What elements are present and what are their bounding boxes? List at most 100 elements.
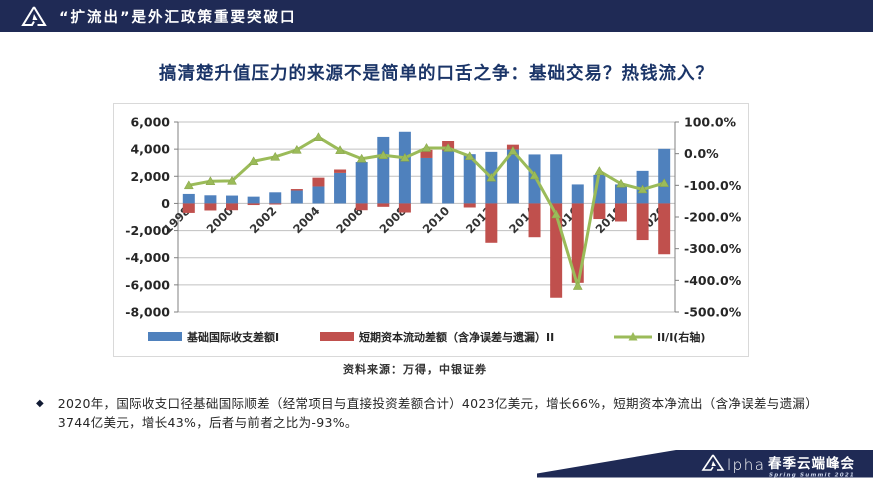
bar-basic-balance [269, 192, 282, 204]
bar-basic-balance [312, 186, 325, 204]
bar-short-term-capital [420, 149, 433, 158]
bar-basic-balance [377, 136, 390, 204]
left-axis-label: -6,000 [125, 277, 170, 292]
ratio-marker [616, 178, 626, 188]
bar-basic-balance [398, 131, 411, 204]
ratio-marker [443, 142, 454, 152]
bar-basic-balance [463, 154, 476, 204]
ratio-marker [486, 172, 497, 182]
balance-of-payments-chart: 6,000 4,000 2,000 0 -2,000 -4,000 -6,000 -8,000… [125, 115, 742, 345]
x-axis-label: 2010 [420, 204, 453, 237]
ratio-marker [378, 150, 389, 159]
ratio-marker [529, 170, 540, 180]
legend-label-ratio: II/I(右轴) [657, 330, 705, 344]
bar-short-term-capital [182, 203, 195, 213]
bar-basic-balance [355, 162, 368, 204]
right-axis-label: -300.0% [684, 241, 742, 256]
bar-basic-balance [247, 196, 260, 204]
ratio-marker [464, 151, 475, 160]
ratio-marker [659, 178, 670, 187]
left-axis-label: -8,000 [125, 305, 170, 320]
ratio-marker [313, 132, 324, 141]
right-axis-label: -200.0% [684, 210, 742, 225]
ribbon-shape [537, 450, 873, 478]
bar-basic-balance [658, 148, 671, 204]
right-axis-label: -400.0% [684, 273, 742, 288]
ratio-marker [183, 180, 194, 190]
bar-basic-balance [442, 150, 455, 204]
ratio-marker [594, 166, 605, 175]
left-axis-label: 4,000 [130, 142, 170, 157]
bullet-diamond-icon: ◆ [36, 398, 44, 409]
bar-basic-balance [506, 149, 519, 204]
bar-basic-balance [420, 157, 433, 204]
bar-short-term-capital [485, 203, 498, 243]
ratio-marker [399, 152, 410, 162]
footer-alpha-logo: lpha [701, 454, 765, 474]
bar-short-term-capital [312, 177, 325, 187]
bar-short-term-capital [290, 189, 303, 191]
right-axis-label: -500.0% [684, 305, 742, 320]
bar-basic-balance [334, 172, 347, 204]
footer-ribbon: lpha 春季云端峰会 Spring Summit 2021 [537, 450, 873, 479]
right-axis-label: 100.0% [684, 115, 737, 130]
left-axis-label: 6,000 [130, 115, 170, 130]
bar-short-term-capital [398, 203, 411, 213]
ratio-marker [335, 145, 345, 154]
alpha-logo-icon [21, 6, 47, 26]
bar-short-term-capital [334, 169, 347, 173]
left-axis-label: 0 [161, 196, 170, 211]
left-axis-label: -4,000 [125, 250, 170, 265]
ratio-marker [508, 145, 518, 155]
bar-short-term-capital [204, 203, 217, 211]
bar-short-term-capital [355, 203, 368, 211]
footer-event-en: Spring Summit 2021 [769, 473, 855, 479]
ratio-marker [421, 142, 432, 152]
bar-short-term-capital [463, 203, 476, 208]
ratio-marker [291, 144, 302, 154]
header-title: “扩流出”是外汇政策重要突破口 [59, 9, 297, 26]
ratio-marker [637, 184, 648, 194]
legend-swatch-short-term [320, 332, 354, 341]
legend-marker-ratio [628, 332, 638, 341]
x-axis-label: 2002 [247, 204, 280, 237]
bar-short-term-capital [269, 203, 282, 205]
bar-short-term-capital [614, 203, 627, 222]
source-note: 资料来源：万得，中银证券 [343, 363, 487, 376]
chart-container: 6,000 4,000 2,000 0 -2,000 -4,000 -6,000 -8,000… [113, 103, 749, 357]
bullet-text: 2020年，国际收支口径基础国际顺差（经常项目与直接投资差额合计）4023亿美元… [57, 396, 819, 430]
bar-basic-balance [226, 195, 239, 204]
ratio-marker [551, 209, 562, 219]
ratio-marker [356, 153, 367, 163]
bar-short-term-capital [593, 203, 606, 220]
bullet-item: ◆ 2020年，国际收支口径基础国际顺差（经常项目与直接投资差额合计）4023亿… [30, 394, 845, 432]
header-bar: “扩流出”是外汇政策重要突破口 [0, 0, 873, 32]
bar-basic-balance [614, 184, 627, 204]
svg-text:lpha: lpha [727, 456, 765, 474]
bar-short-term-capital [226, 203, 239, 211]
bar-short-term-capital [377, 203, 390, 207]
bar-basic-balance [550, 154, 563, 204]
bar-basic-balance [204, 195, 217, 204]
left-axis-label: -2,000 [125, 223, 170, 238]
footer-event-cn: 春季云端峰会 [767, 455, 855, 472]
bar-short-term-capital [528, 203, 541, 238]
right-axis-label: 0.0% [684, 146, 719, 161]
legend-label-basic-balance: 基础国际收支差额I [186, 330, 279, 344]
bar-short-term-capital [636, 203, 649, 241]
left-axis-label: 2,000 [130, 169, 170, 184]
legend-swatch-basic-balance [148, 332, 182, 341]
ratio-marker [270, 151, 281, 161]
ratio-marker [572, 281, 583, 290]
x-axis-label: 2004 [290, 204, 323, 237]
ratio-marker [227, 175, 237, 185]
bar-basic-balance [290, 190, 303, 204]
bar-basic-balance [571, 184, 584, 204]
right-axis-label: -100.0% [684, 178, 742, 193]
slide-title: 搞清楚升值压力的来源不是简单的口舌之争：基础交易？热钱流入？ [159, 64, 714, 84]
legend-label-short-term: 短期资本流动差额（含净误差与遗漏）II [359, 330, 554, 344]
ratio-marker [248, 156, 259, 166]
bar-short-term-capital [247, 203, 260, 206]
bar-basic-balance [182, 193, 195, 204]
bar-short-term-capital [658, 203, 671, 255]
